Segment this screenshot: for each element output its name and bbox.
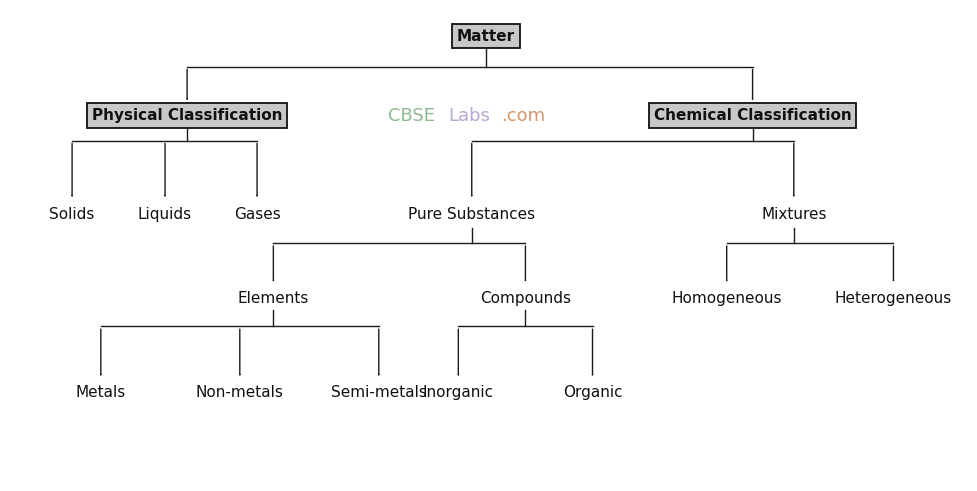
Text: Non-metals: Non-metals: [195, 385, 283, 400]
Text: Organic: Organic: [562, 385, 621, 400]
Text: Compounds: Compounds: [480, 291, 571, 306]
Text: Labs: Labs: [447, 107, 489, 125]
Text: Gases: Gases: [234, 207, 280, 222]
Text: Elements: Elements: [237, 291, 309, 306]
Text: Solids: Solids: [50, 207, 95, 222]
Text: Pure Substances: Pure Substances: [407, 207, 534, 222]
Text: CBSE: CBSE: [388, 107, 435, 125]
Text: Homogeneous: Homogeneous: [671, 291, 782, 306]
Text: Liquids: Liquids: [138, 207, 191, 222]
Text: Physical Classification: Physical Classification: [92, 108, 282, 123]
Text: Metals: Metals: [75, 385, 126, 400]
Text: Semi-metals: Semi-metals: [330, 385, 426, 400]
Text: Mixtures: Mixtures: [760, 207, 826, 222]
Text: Chemical Classification: Chemical Classification: [653, 108, 851, 123]
Text: Inorganic: Inorganic: [422, 385, 493, 400]
Text: Heterogeneous: Heterogeneous: [834, 291, 952, 306]
Text: Matter: Matter: [456, 28, 515, 44]
Text: .com: .com: [500, 107, 544, 125]
